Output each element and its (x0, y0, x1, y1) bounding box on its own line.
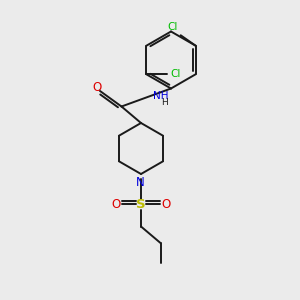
Text: O: O (92, 81, 101, 94)
Text: Cl: Cl (167, 22, 178, 32)
Text: H: H (161, 98, 168, 107)
Text: O: O (161, 197, 170, 211)
Text: S: S (136, 197, 146, 211)
Text: NH: NH (153, 91, 169, 101)
Text: N: N (136, 176, 145, 189)
Text: O: O (112, 197, 121, 211)
Text: Cl: Cl (170, 69, 181, 79)
